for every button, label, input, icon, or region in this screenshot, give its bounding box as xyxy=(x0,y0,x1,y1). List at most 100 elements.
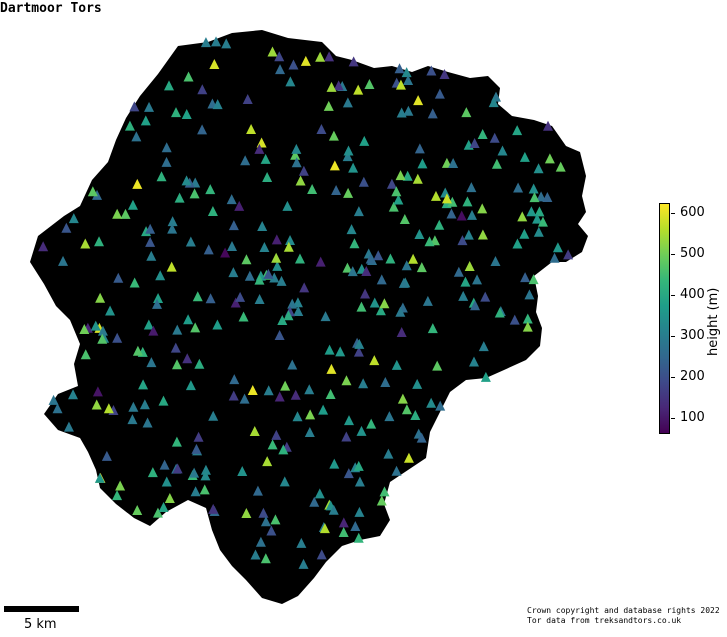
tor-marker[interactable] xyxy=(228,390,239,401)
tor-marker[interactable] xyxy=(274,51,285,62)
tor-marker[interactable] xyxy=(146,250,157,261)
tor-marker[interactable] xyxy=(291,143,302,154)
tor-marker[interactable] xyxy=(519,228,530,239)
tor-marker[interactable] xyxy=(171,436,182,447)
tor-marker[interactable] xyxy=(170,342,181,353)
tor-marker[interactable] xyxy=(441,157,452,168)
tor-marker[interactable] xyxy=(305,409,316,420)
tor-marker[interactable] xyxy=(414,228,425,239)
tor-marker[interactable] xyxy=(139,399,150,410)
tor-marker[interactable] xyxy=(307,183,318,194)
tor-marker[interactable] xyxy=(274,329,285,340)
tor-marker[interactable] xyxy=(282,200,293,211)
tor-marker[interactable] xyxy=(259,241,270,252)
tor-marker[interactable] xyxy=(414,143,425,154)
tor-marker[interactable] xyxy=(298,165,309,176)
tor-marker[interactable] xyxy=(549,252,560,263)
tor-marker[interactable] xyxy=(228,220,239,231)
tor-marker[interactable] xyxy=(105,305,116,316)
tor-marker[interactable] xyxy=(346,224,357,235)
tor-marker[interactable] xyxy=(101,450,112,461)
tor-marker[interactable] xyxy=(309,496,320,507)
tor-marker[interactable] xyxy=(181,175,192,186)
tor-marker[interactable] xyxy=(271,252,282,263)
tor-marker[interactable] xyxy=(396,107,407,118)
tor-marker[interactable] xyxy=(477,128,488,139)
tor-marker[interactable] xyxy=(254,274,265,285)
tor-marker[interactable] xyxy=(480,291,491,302)
tor-marker[interactable] xyxy=(348,162,359,173)
tor-marker[interactable] xyxy=(48,394,59,405)
tor-marker[interactable] xyxy=(384,411,395,422)
tor-marker[interactable] xyxy=(271,234,282,245)
tor-marker[interactable] xyxy=(68,213,79,224)
tor-marker[interactable] xyxy=(151,298,162,309)
tor-marker[interactable] xyxy=(255,536,266,547)
tor-marker[interactable] xyxy=(426,65,437,76)
tor-marker[interactable] xyxy=(477,229,488,240)
tor-marker[interactable] xyxy=(391,359,402,370)
tor-marker[interactable] xyxy=(267,439,278,450)
tor-marker[interactable] xyxy=(212,319,223,330)
tor-marker[interactable] xyxy=(325,389,336,400)
tor-marker[interactable] xyxy=(413,95,424,106)
tor-marker[interactable] xyxy=(254,293,265,304)
tor-marker[interactable] xyxy=(427,323,438,334)
tor-marker[interactable] xyxy=(278,444,289,455)
tor-marker[interactable] xyxy=(509,314,520,325)
tor-marker[interactable] xyxy=(183,71,194,82)
tor-marker[interactable] xyxy=(398,277,409,288)
tor-marker[interactable] xyxy=(167,223,178,234)
tor-marker[interactable] xyxy=(144,101,155,112)
tor-marker[interactable] xyxy=(427,108,438,119)
tor-marker[interactable] xyxy=(416,432,427,443)
tor-marker[interactable] xyxy=(159,459,170,470)
tor-marker[interactable] xyxy=(63,421,74,432)
tor-marker[interactable] xyxy=(299,282,310,293)
tor-marker[interactable] xyxy=(140,115,151,126)
tor-marker[interactable] xyxy=(401,260,412,271)
tor-marker[interactable] xyxy=(369,355,380,366)
tor-marker[interactable] xyxy=(430,190,441,201)
tor-marker[interactable] xyxy=(292,297,303,308)
tor-marker[interactable] xyxy=(552,242,563,253)
tor-marker[interactable] xyxy=(229,374,240,385)
tor-marker[interactable] xyxy=(412,378,423,389)
tor-marker[interactable] xyxy=(158,395,169,406)
tor-marker[interactable] xyxy=(424,236,435,247)
tor-marker[interactable] xyxy=(466,182,477,193)
tor-marker[interactable] xyxy=(274,391,285,402)
tor-marker[interactable] xyxy=(341,375,352,386)
tor-marker[interactable] xyxy=(95,292,106,303)
tor-marker[interactable] xyxy=(446,208,457,219)
tor-marker[interactable] xyxy=(399,214,410,225)
tor-marker[interactable] xyxy=(447,196,458,207)
tor-marker[interactable] xyxy=(124,120,135,131)
tor-marker[interactable] xyxy=(193,431,204,442)
tor-marker[interactable] xyxy=(432,360,443,371)
tor-marker[interactable] xyxy=(288,59,299,70)
tor-marker[interactable] xyxy=(329,458,340,469)
tor-marker[interactable] xyxy=(280,380,291,391)
tor-marker[interactable] xyxy=(469,137,480,148)
tor-marker[interactable] xyxy=(315,51,326,62)
tor-marker[interactable] xyxy=(250,549,261,560)
tor-marker[interactable] xyxy=(112,332,123,343)
tor-marker[interactable] xyxy=(435,400,446,411)
tor-marker[interactable] xyxy=(131,131,142,142)
tor-marker[interactable] xyxy=(103,403,114,414)
tor-marker[interactable] xyxy=(171,107,182,118)
tor-marker[interactable] xyxy=(375,305,386,316)
tor-marker[interactable] xyxy=(190,322,201,333)
tor-marker[interactable] xyxy=(164,492,175,503)
tor-marker[interactable] xyxy=(182,353,193,364)
tor-marker[interactable] xyxy=(190,486,201,497)
tor-marker[interactable] xyxy=(489,132,500,143)
tor-marker[interactable] xyxy=(520,272,531,283)
tor-marker[interactable] xyxy=(237,465,248,476)
tor-marker[interactable] xyxy=(304,426,315,437)
tor-marker[interactable] xyxy=(395,79,406,90)
tor-marker[interactable] xyxy=(338,526,349,537)
tor-marker[interactable] xyxy=(161,142,172,153)
tor-marker[interactable] xyxy=(293,306,304,317)
